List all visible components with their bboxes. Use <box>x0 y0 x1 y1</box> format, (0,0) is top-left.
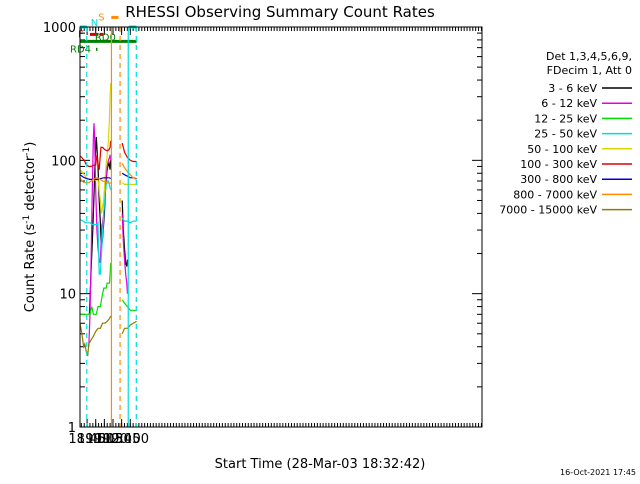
legend-label-7000-15000-kev: 7000 - 15000 keV <box>499 204 597 217</box>
legend-label-800-7000-kev: 800 - 7000 keV <box>513 188 597 201</box>
legend-label-25-50-kev: 25 - 50 keV <box>534 128 597 141</box>
y-tick-label: 100 <box>51 154 76 169</box>
legend-label-12-25-kev: 12 - 25 keV <box>534 112 597 125</box>
y-axis-label-sup1: -1 <box>22 215 32 224</box>
legend-header: Det 1,3,4,5,6,9, <box>546 50 632 63</box>
y-tick-label: 1000 <box>43 21 76 36</box>
y-tick-label: 1 <box>68 421 76 436</box>
y-axis-label: Count Rate (s-1 detector-1) <box>22 142 38 313</box>
y-axis-label-main: Count Rate (s <box>23 224 38 313</box>
legend-label-300-800-kev: 300 - 800 keV <box>520 173 597 186</box>
legend-label-50-100-kev: 50 - 100 keV <box>527 143 597 156</box>
flag-label-rd0: RD0 <box>95 32 116 43</box>
y-axis-label-mid: detector <box>23 155 38 215</box>
y-tick-label: 10 <box>59 288 76 303</box>
flag-label-f: F <box>78 29 84 40</box>
x-axis-label: Start Time (28-Mar-03 18:32:42) <box>215 457 426 472</box>
legend-header: FDecim 1, Att 0 <box>547 64 632 77</box>
chart-title: RHESSI Observing Summary Count Rates <box>125 3 435 21</box>
flag-label-rd4: RD4 <box>70 44 91 55</box>
legend-label-6-12-kev: 6 - 12 keV <box>541 97 597 110</box>
flag-label-s: S <box>98 12 104 23</box>
legend-label-3-6-kev: 3 - 6 keV <box>548 82 597 95</box>
y-axis-label-sup2: -1 <box>22 147 32 156</box>
x-tick-label: 20:00 <box>112 432 149 447</box>
y-axis-label-end: ) <box>23 142 38 147</box>
legend-label-100-300-kev: 100 - 300 keV <box>520 158 597 171</box>
footer-date: 16-Oct-2021 17:45 <box>560 468 636 477</box>
